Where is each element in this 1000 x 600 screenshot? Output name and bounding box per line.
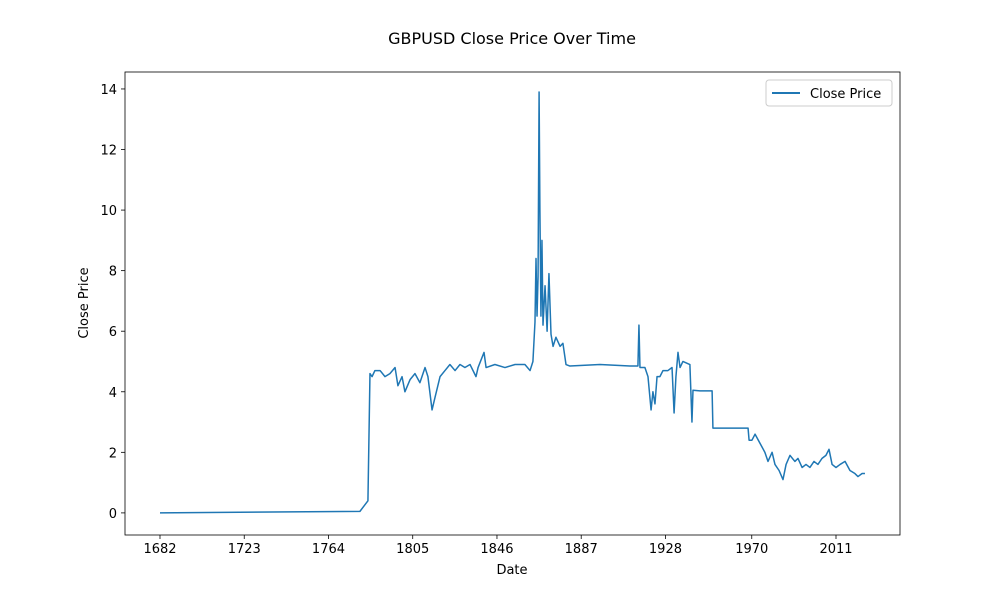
legend-label: Close Price <box>810 87 881 102</box>
y-tick-label: 6 <box>109 325 117 340</box>
x-tick-label: 1928 <box>649 542 682 557</box>
legend-box <box>765 79 893 107</box>
y-tick-label: 4 <box>109 386 117 401</box>
x-tick-label: 1764 <box>312 542 345 557</box>
plot-frame <box>124 71 901 536</box>
y-axis-label: Close Price <box>77 267 92 338</box>
x-tick-label: 1682 <box>143 542 176 557</box>
data-line <box>159 91 865 514</box>
y-tick-label: 14 <box>100 83 117 98</box>
chart-title: GBPUSD Close Price Over Time <box>388 29 636 48</box>
y-tick-label: 12 <box>100 144 117 159</box>
x-axis-label: Date <box>496 563 527 578</box>
x-tick-label: 1970 <box>735 542 768 557</box>
x-tick-label: 1805 <box>396 542 429 557</box>
y-tick-label: 10 <box>100 204 117 219</box>
x-tick-label: 1887 <box>565 542 598 557</box>
x-tick-label: 1723 <box>228 542 261 557</box>
y-tick-label: 0 <box>109 507 117 522</box>
y-tick-label: 2 <box>109 446 117 461</box>
x-tick-label: 2011 <box>819 542 852 557</box>
y-tick-label: 8 <box>109 265 117 280</box>
x-tick-label: 1846 <box>480 542 513 557</box>
